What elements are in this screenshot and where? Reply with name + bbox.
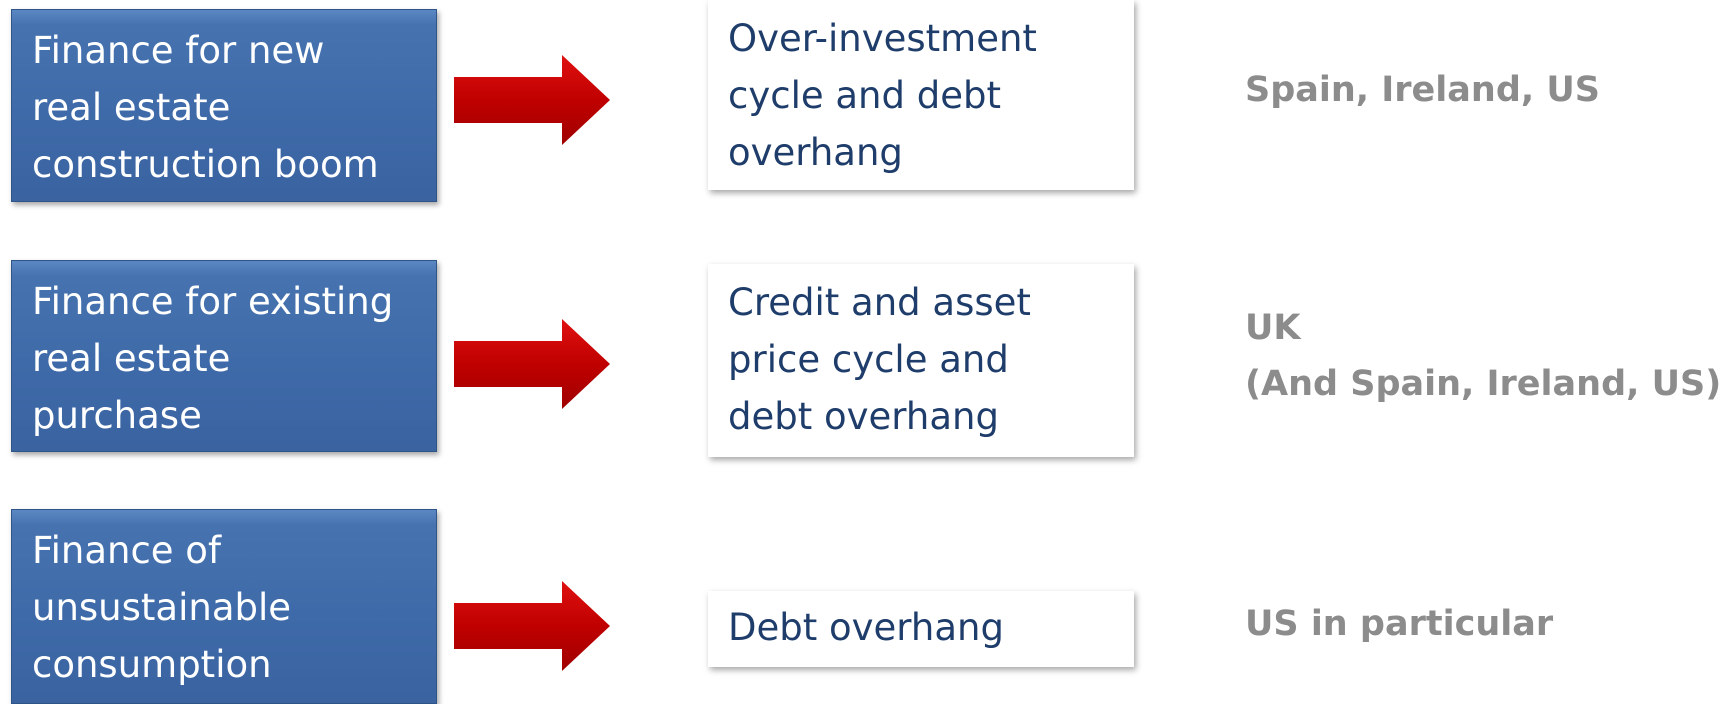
source-text: Finance for existing: [32, 280, 394, 323]
effect-text: Credit and asset: [728, 281, 1031, 324]
effect-box: Over-investment cycle and debt overhang: [708, 0, 1134, 190]
effect-text: debt overhang: [728, 395, 999, 438]
countries: US in particular: [1245, 596, 1553, 652]
arrow-icon: [454, 319, 610, 409]
countries: UK (And Spain, Ireland, US): [1245, 300, 1721, 412]
countries-text: (And Spain, Ireland, US): [1245, 364, 1722, 404]
countries: Spain, Ireland, US: [1245, 62, 1600, 118]
source-text: real estate: [32, 337, 231, 380]
source-text: Finance for new: [32, 29, 325, 72]
effect-text: cycle and debt: [728, 74, 1002, 117]
arrow-shape: [454, 581, 610, 671]
arrow-shape: [454, 319, 610, 409]
effect-text: Debt overhang: [728, 606, 1004, 649]
effect-text: overhang: [728, 131, 903, 174]
source-text: real estate: [32, 86, 231, 129]
source-text: purchase: [32, 394, 202, 437]
source-text: unsustainable: [32, 586, 292, 629]
source-text: Finance of: [32, 529, 221, 572]
arrow-icon: [454, 581, 610, 671]
source-box: Finance of unsustainable consumption: [11, 509, 437, 704]
arrow: [454, 581, 612, 671]
effect-text: Over-investment: [728, 17, 1037, 60]
countries-text: UK: [1245, 308, 1301, 348]
arrow: [454, 319, 612, 409]
source-box: Finance for new real estate construction b…: [11, 9, 437, 202]
countries-text: US in particular: [1245, 604, 1554, 644]
effect-box: Debt overhang: [708, 591, 1134, 667]
effect-text: price cycle and: [728, 338, 1009, 381]
arrow-shape: [454, 55, 610, 145]
effect-box: Credit and asset price cycle and debt over…: [708, 264, 1134, 457]
source-box: Finance for existing real estate purchase: [11, 260, 437, 452]
source-text: construction boom: [32, 143, 379, 186]
countries-text: Spain, Ireland, US: [1245, 70, 1600, 110]
source-text: consumption: [32, 643, 272, 686]
arrow-icon: [454, 55, 610, 145]
arrow: [454, 55, 612, 145]
